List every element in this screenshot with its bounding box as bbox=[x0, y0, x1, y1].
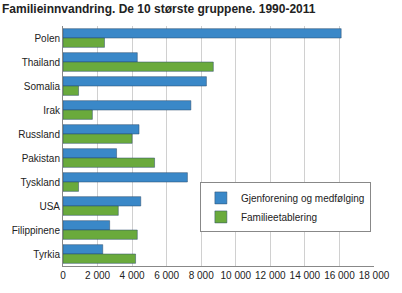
svg-text:12 000: 12 000 bbox=[255, 270, 286, 281]
svg-text:Irak: Irak bbox=[43, 105, 61, 116]
svg-text:10 000: 10 000 bbox=[220, 270, 251, 281]
svg-text:Polen: Polen bbox=[34, 33, 60, 44]
svg-text:Thailand: Thailand bbox=[22, 57, 60, 68]
svg-text:Familieinnvandring. De 10 stør: Familieinnvandring. De 10 største gruppe… bbox=[2, 2, 316, 16]
svg-text:8 000: 8 000 bbox=[189, 270, 214, 281]
svg-text:Somalia: Somalia bbox=[24, 81, 61, 92]
svg-text:4 000: 4 000 bbox=[120, 270, 145, 281]
svg-text:Tyrkia: Tyrkia bbox=[33, 249, 60, 260]
svg-text:0: 0 bbox=[60, 270, 66, 281]
svg-text:6 000: 6 000 bbox=[154, 270, 179, 281]
svg-text:USA: USA bbox=[39, 201, 60, 212]
svg-text:2 000: 2 000 bbox=[85, 270, 110, 281]
svg-text:Gjenforening og medfølging: Gjenforening og medfølging bbox=[241, 193, 364, 204]
svg-text:18 000: 18 000 bbox=[359, 270, 390, 281]
svg-text:Familieetablering: Familieetablering bbox=[241, 212, 317, 223]
svg-text:14 000: 14 000 bbox=[290, 270, 321, 281]
svg-text:16 000: 16 000 bbox=[324, 270, 355, 281]
svg-text:Russland: Russland bbox=[18, 129, 60, 140]
svg-text:Filippinene: Filippinene bbox=[12, 225, 61, 236]
svg-text:Pakistan: Pakistan bbox=[22, 153, 60, 164]
svg-text:Tyskland: Tyskland bbox=[21, 177, 60, 188]
